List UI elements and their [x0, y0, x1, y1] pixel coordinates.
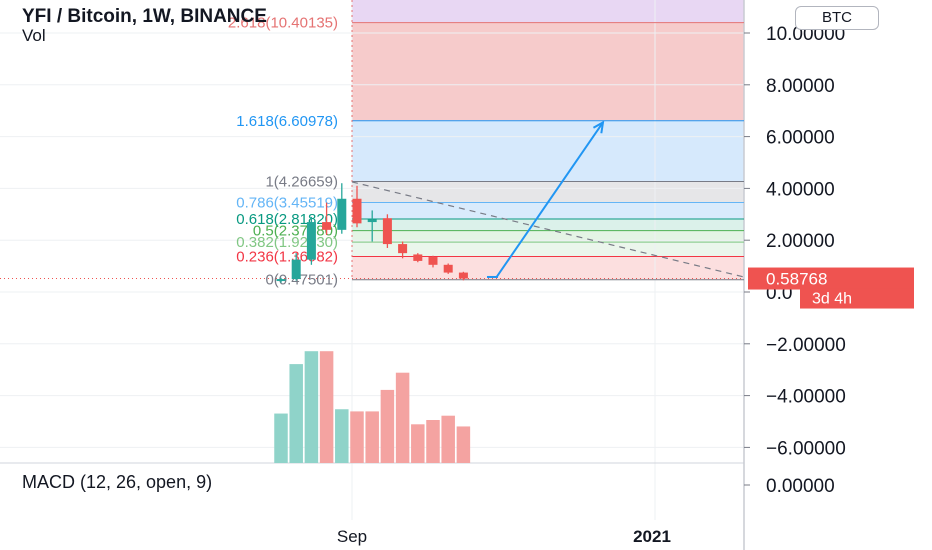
- price-tick-label: −2.00000: [766, 335, 846, 356]
- price-tick-label: 2.00000: [766, 231, 835, 252]
- volume-bar: [350, 411, 364, 463]
- fib-label: 2.618(10.40135): [228, 15, 338, 32]
- fib-label: 1(4.26659): [265, 173, 338, 190]
- price-tick-label: −6.00000: [766, 438, 846, 459]
- macd-label: MACD (12, 26, open, 9): [22, 472, 213, 492]
- price-tick-label: 8.00000: [766, 76, 835, 97]
- candle-body: [337, 198, 347, 230]
- candle-body: [306, 222, 316, 260]
- fib-zone: [352, 22, 744, 121]
- fib-zone: [352, 219, 744, 231]
- price-axis[interactable]: 10.000008.000006.000004.000002.000000.0−…: [320, 24, 914, 546]
- fib-zones: [352, 0, 744, 280]
- price-tick-label: 6.00000: [766, 128, 835, 149]
- fib-zone: [352, 230, 744, 243]
- time-label-hit: [320, 522, 384, 546]
- current-price-label: 0.58768: [766, 270, 827, 289]
- candle-body: [291, 259, 301, 280]
- price-tick-label: −4.00000: [766, 387, 846, 408]
- candles: [276, 183, 468, 283]
- candle-body: [382, 218, 392, 245]
- volume-bar: [304, 351, 319, 463]
- fib-zone-top: [352, 0, 744, 23]
- macd-tick-label: 0.00000: [766, 476, 835, 497]
- volume-bar: [335, 409, 349, 463]
- fib-zone: [352, 181, 744, 203]
- arrow-head: [592, 120, 605, 134]
- candle-body: [367, 219, 377, 223]
- volume-bar: [426, 420, 440, 463]
- trend-line[interactable]: [351, 181, 745, 278]
- fib-zone: [352, 256, 744, 280]
- countdown-label: 3d 4h: [812, 291, 852, 308]
- candle-body: [398, 244, 408, 254]
- candle-body: [276, 279, 286, 282]
- time-label: Sep: [337, 527, 367, 546]
- volume-bars: [274, 351, 471, 463]
- countdown-tag: [800, 288, 914, 309]
- currency-badge[interactable]: BTC: [795, 6, 879, 30]
- volume-bar: [441, 415, 455, 463]
- fib-zone: [352, 120, 744, 182]
- price-tick-label: 4.00000: [766, 179, 835, 200]
- time-label: 2021: [633, 527, 671, 546]
- volume-bar: [456, 426, 471, 463]
- candle-body: [428, 257, 438, 265]
- candle-body: [443, 264, 453, 273]
- projection-arrow[interactable]: [496, 121, 604, 278]
- fib-label: 0.786(3.45519): [236, 195, 338, 212]
- volume-bar: [395, 372, 410, 463]
- fib-zone: [352, 202, 744, 220]
- chart-title: YFI / Bitcoin, 1W, BINANCE: [22, 6, 267, 27]
- volume-bar: [319, 351, 334, 463]
- fib-label: 0.5(2.37080): [253, 223, 338, 240]
- volume-bar: [380, 389, 395, 463]
- volume-bar: [289, 364, 303, 463]
- candle-body: [413, 254, 423, 261]
- fib-label: 0.236(1.36982): [236, 249, 338, 266]
- candle-body: [458, 272, 468, 279]
- fib-zone: [352, 242, 744, 257]
- fib-lines: 2.618(10.40135) 1.618(6.60978) 1(4.26659) 0…: [228, 15, 744, 289]
- drawings: [351, 0, 745, 280]
- volume-label: Vol: [22, 26, 46, 45]
- fib-label: 1.618(6.60978): [236, 113, 338, 130]
- fib-label: 0(0.47501): [265, 272, 338, 289]
- volume-bar: [365, 411, 379, 463]
- candle-body: [322, 222, 332, 230]
- volume-bar: [411, 424, 425, 463]
- candle-body: [352, 198, 362, 224]
- volume-bar: [274, 413, 288, 463]
- current-price-tag: [748, 267, 914, 290]
